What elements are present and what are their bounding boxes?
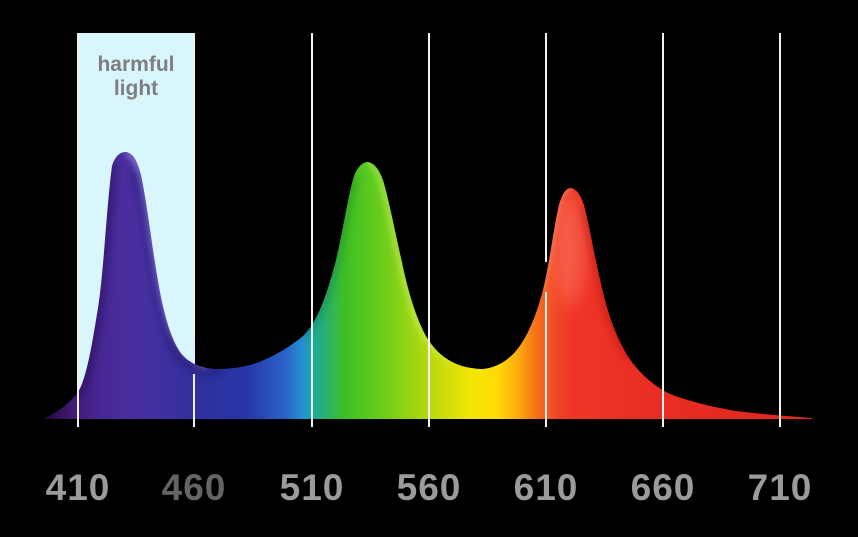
red-peak-highlight xyxy=(554,195,586,305)
harmful-light-label-line1: harmful xyxy=(97,53,174,76)
tick-label-460: 460 xyxy=(162,467,227,508)
green-peak-left-shade xyxy=(300,174,358,339)
tick-label-560: 560 xyxy=(397,467,462,508)
harmful-light-label-line2: light xyxy=(114,77,158,100)
tick-label-410: 410 xyxy=(46,467,111,508)
x-axis-labels: 410 460 510 560 610 660 710 xyxy=(46,467,813,508)
gridlines xyxy=(77,33,781,427)
violet-peak-fold-shadow xyxy=(131,170,228,374)
tick-label-660: 660 xyxy=(631,467,696,508)
tick-label-710: 710 xyxy=(748,467,813,508)
tick-label-510: 510 xyxy=(280,467,345,508)
tick-label-610: 610 xyxy=(514,467,579,508)
